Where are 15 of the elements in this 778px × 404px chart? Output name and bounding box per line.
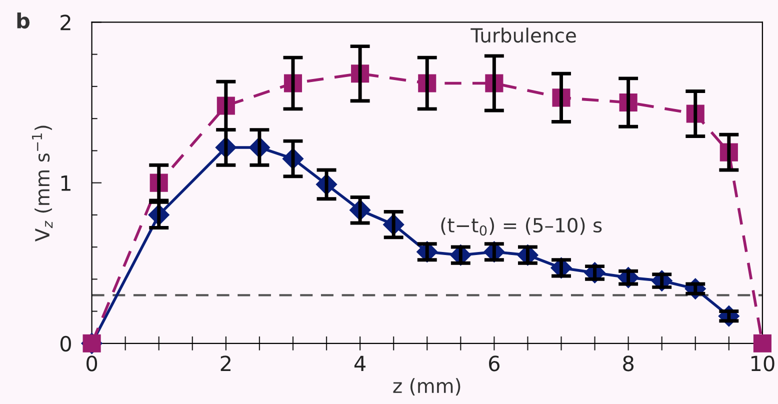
x-tick-label: 6 <box>489 356 500 372</box>
y-tick-label: 0 <box>60 336 71 352</box>
text: b <box>17 12 30 29</box>
x-tick-label: 10 <box>751 356 774 372</box>
annotation: (t−t$_{0}$) = (5–10) s <box>441 218 602 236</box>
x-tick-label: 8 <box>623 356 634 372</box>
x-axis-title: z (mm) <box>393 378 460 396</box>
y-axis-title: V$_{z}$ (mm s$^{−1}$) <box>32 126 53 242</box>
x-tick-label: 2 <box>220 356 230 372</box>
x-tick-label: 4 <box>354 356 366 372</box>
y-tick-label: 1 <box>61 176 70 191</box>
annotation: Turbulence <box>470 28 576 43</box>
y-tick-label: 2 <box>60 14 70 30</box>
x-tick-label: 0 <box>86 356 98 372</box>
point <box>753 334 772 352</box>
